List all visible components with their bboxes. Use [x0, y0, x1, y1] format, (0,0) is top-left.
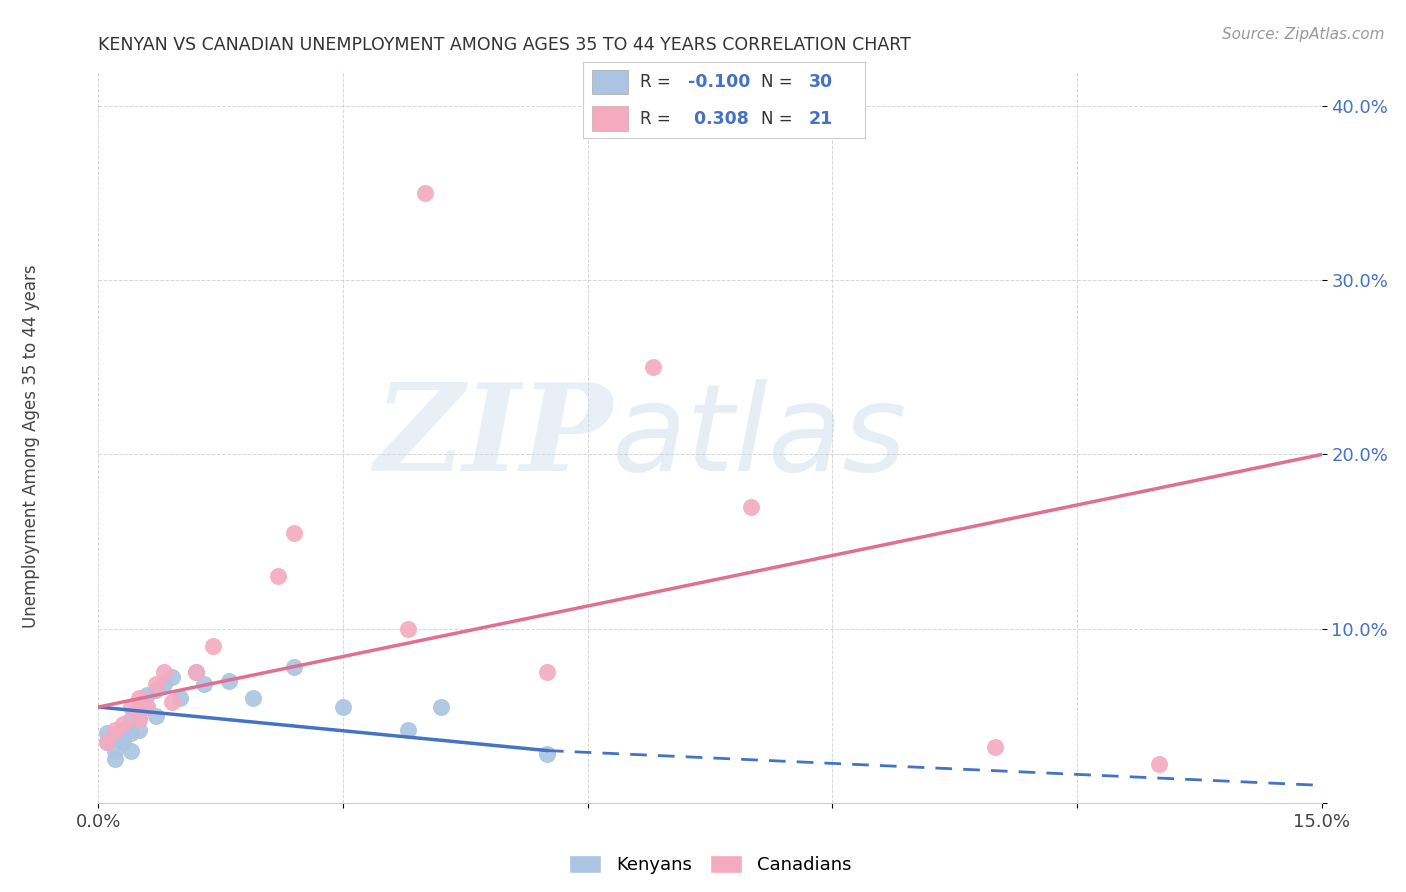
Point — [242, 691, 264, 706]
Point — [193, 677, 215, 691]
Point — [160, 670, 183, 684]
Point — [136, 700, 159, 714]
Text: R =: R = — [640, 73, 676, 91]
FancyBboxPatch shape — [592, 106, 628, 130]
Point — [96, 735, 118, 749]
Point — [536, 665, 558, 680]
Point — [641, 360, 664, 375]
Point — [145, 682, 167, 697]
Point — [120, 700, 142, 714]
Point — [111, 730, 134, 744]
Point — [128, 712, 150, 726]
Point — [201, 639, 224, 653]
Text: R =: R = — [640, 110, 676, 128]
Point — [120, 726, 142, 740]
Point — [104, 743, 127, 757]
Text: -0.100: -0.100 — [688, 73, 749, 91]
Point — [169, 691, 191, 706]
Text: ZIP: ZIP — [374, 378, 612, 496]
Text: Source: ZipAtlas.com: Source: ZipAtlas.com — [1222, 27, 1385, 42]
Point — [396, 622, 419, 636]
Point — [111, 723, 134, 737]
Text: KENYAN VS CANADIAN UNEMPLOYMENT AMONG AGES 35 TO 44 YEARS CORRELATION CHART: KENYAN VS CANADIAN UNEMPLOYMENT AMONG AG… — [98, 36, 911, 54]
Point — [152, 665, 174, 680]
Point — [332, 700, 354, 714]
Text: 30: 30 — [808, 73, 832, 91]
Point — [104, 730, 127, 744]
Point — [186, 665, 208, 680]
Point — [120, 712, 142, 726]
Point — [136, 688, 159, 702]
Point — [96, 726, 118, 740]
Point — [145, 677, 167, 691]
Text: 0.308: 0.308 — [688, 110, 748, 128]
Point — [104, 752, 127, 766]
Point — [186, 665, 208, 680]
Point — [128, 712, 150, 726]
Point — [984, 740, 1007, 755]
Legend: Kenyans, Canadians: Kenyans, Canadians — [561, 847, 859, 881]
Point — [128, 723, 150, 737]
Point — [120, 743, 142, 757]
Point — [218, 673, 240, 688]
Text: N =: N = — [761, 110, 797, 128]
Point — [128, 700, 150, 714]
Text: atlas: atlas — [612, 378, 907, 496]
Point — [267, 569, 290, 583]
FancyBboxPatch shape — [592, 70, 628, 95]
Text: N =: N = — [761, 73, 797, 91]
Point — [104, 723, 127, 737]
Point — [111, 717, 134, 731]
Point — [740, 500, 762, 514]
Point — [111, 735, 134, 749]
Point — [145, 708, 167, 723]
Point — [1147, 757, 1170, 772]
Text: 21: 21 — [808, 110, 832, 128]
Point — [136, 700, 159, 714]
Point — [152, 677, 174, 691]
Point — [160, 695, 183, 709]
Point — [128, 691, 150, 706]
Point — [413, 186, 436, 201]
Point — [430, 700, 453, 714]
Text: Unemployment Among Ages 35 to 44 years: Unemployment Among Ages 35 to 44 years — [22, 264, 39, 628]
Point — [96, 735, 118, 749]
Point — [536, 747, 558, 761]
Point — [283, 525, 305, 540]
Point — [283, 660, 305, 674]
Point — [396, 723, 419, 737]
